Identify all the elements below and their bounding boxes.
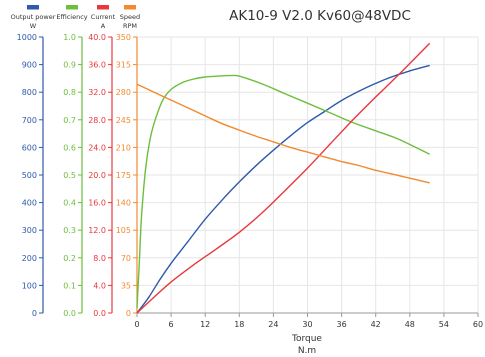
y-tick-label: 600 [22,143,37,152]
x-tick-label: 48 [405,320,415,329]
y-tick-label: 175 [116,171,131,180]
series-line-efficiency [136,74,431,308]
y-tick-label: 210 [116,143,131,152]
y-tick-label: 1.0 [63,33,76,42]
legend-label: Output power [11,13,56,21]
grid [136,36,479,314]
y-tick-label: 300 [22,226,37,235]
legend-swatch [97,5,109,10]
y-tick-label: 0.8 [63,88,76,97]
legend-unit: A [101,22,106,30]
x-tick-label: 12 [200,320,210,329]
series-lines [136,42,431,314]
y-tick-label: 24.0 [88,143,106,152]
y-tick-label: 0.4 [63,199,76,208]
y-tick-label: 0.6 [63,143,76,152]
y-tick-label: 315 [116,61,131,70]
y-axis: 0 35 70 105 140 175 210 245 280 315 350 [116,33,138,318]
y-tick-label: 0.1 [63,281,76,290]
y-tick-label: 40.0 [88,33,106,42]
x-axis-unit: N.m [298,346,316,356]
y-tick-label: 140 [116,199,131,208]
y-tick-label: 0 [126,309,131,318]
y-tick-label: 900 [22,61,37,70]
y-tick-label: 0.0 [93,309,106,318]
y-tick-label: 1000 [17,33,37,42]
legend-unit: RPM [123,22,137,30]
y-tick-label: 0.3 [63,226,76,235]
y-axis: 0.0 4.0 8.0 12.0 16.0 20.0 24.0 28.0 32.0 36.0 40.… [88,33,113,318]
y-tick-label: 20.0 [88,171,106,180]
y-tick-label: 28.0 [88,116,106,125]
y-tick-label: 700 [22,116,37,125]
y-tick-label: 0 [32,309,37,318]
y-tick-label: 105 [116,226,131,235]
y-tick-label: 12.0 [88,226,106,235]
y-tick-label: 350 [116,33,131,42]
legend-label: Efficiency [56,13,87,21]
series-line-speed [136,83,430,184]
y-tick-label: 0.7 [63,116,76,125]
series-line-output-power [136,64,430,314]
y-tick-label: 200 [22,254,37,263]
y-tick-label: 500 [22,171,37,180]
y-axis: 0.0 0.1 0.2 0.3 0.4 0.5 0.6 0.7 0.8 0.9 1.0 [63,33,83,318]
series-line-current [136,42,431,314]
y-tick-label: 0.5 [63,171,76,180]
y-tick-label: 16.0 [88,199,106,208]
x-tick-label: 24 [268,320,278,329]
y-tick-label: 35 [121,281,131,290]
x-tick-label: 54 [439,320,449,329]
y-tick-label: 0.9 [63,61,76,70]
legend-label: Speed [120,13,140,21]
y-tick-label: 32.0 [88,88,106,97]
legend-swatch [66,5,78,10]
y-tick-label: 0.2 [63,254,76,263]
y-tick-label: 280 [116,88,131,97]
x-axis: 0 6 12 18 24 30 36 42 48 54 60 [134,312,483,329]
y-tick-label: 8.0 [93,254,106,263]
legend-swatch [27,5,39,10]
y-axes: 010020030040050060070080090010000.00.10.… [17,33,138,318]
y-tick-label: 400 [22,199,37,208]
x-tick-label: 30 [302,320,312,329]
y-tick-label: 36.0 [88,61,106,70]
x-tick-label: 42 [371,320,381,329]
legend-swatch [124,5,136,10]
x-axis-title: Torque [291,334,322,344]
y-tick-label: 100 [22,281,37,290]
y-tick-label: 70 [121,254,131,263]
chart-title: AK10-9 V2.0 Kv60@48VDC [229,8,411,24]
x-tick-label: 6 [169,320,174,329]
legend-label: Current [91,13,116,21]
y-tick-label: 245 [116,116,131,125]
legend-unit: W [30,22,37,30]
y-axis: 0 100 200 300 400 500 600 700 800 900 1000 [17,33,44,318]
x-tick-label: 60 [473,320,483,329]
y-tick-label: 800 [22,88,37,97]
y-tick-label: 0.0 [63,309,76,318]
x-tick-label: 18 [234,320,244,329]
y-tick-label: 4.0 [93,281,106,290]
x-tick-label: 0 [134,320,139,329]
x-tick-label: 36 [337,320,347,329]
